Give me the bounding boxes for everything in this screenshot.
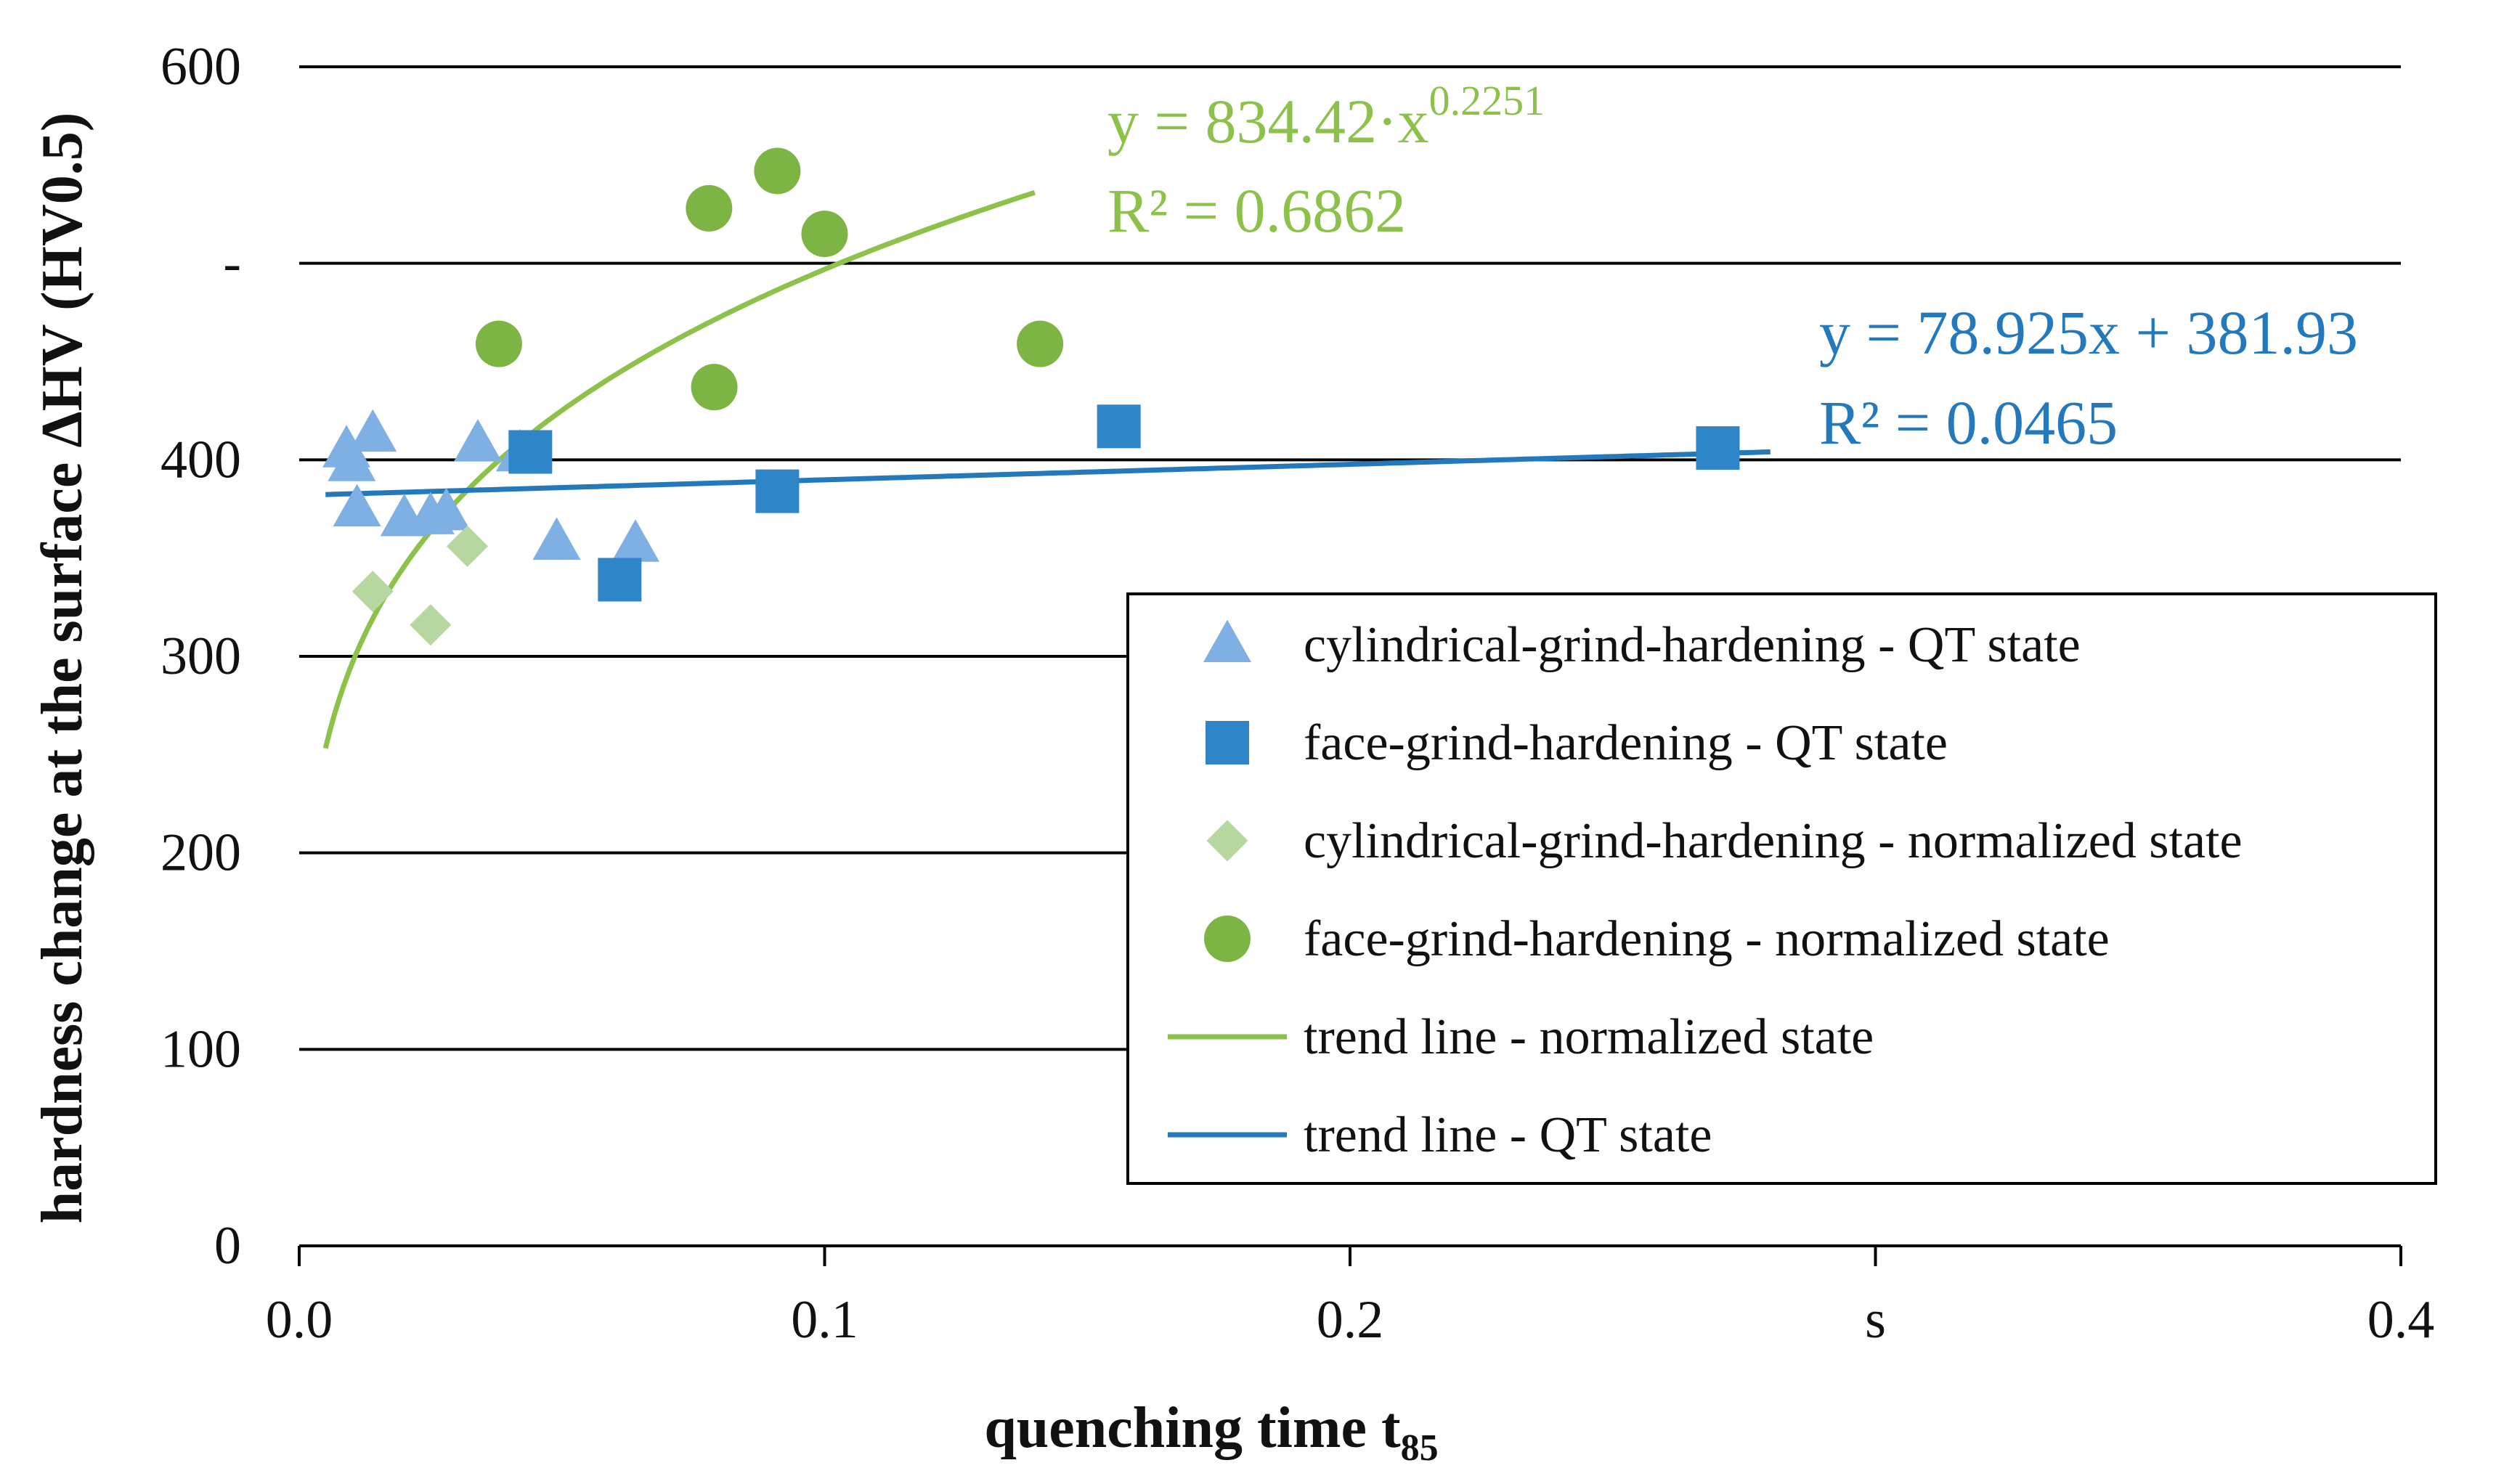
legend-label-trend-normalized: trend line - normalized state <box>1304 1009 1874 1065</box>
y-tick-label-0: 0 <box>214 1216 241 1276</box>
legend-label-normalized-cylindrical: cylindrical-grind-hardening - normalized… <box>1304 813 2243 869</box>
point-triangle-0-2 <box>349 409 397 452</box>
point-triangle-0-3 <box>333 484 381 526</box>
data-points <box>322 147 1740 646</box>
r2-normalized-text: R² = 0.6862 <box>1107 176 1406 245</box>
x-tick-label-3: s <box>1865 1290 1886 1350</box>
y-axis-title: hardness change at the surface ΔHV (HV0.… <box>31 113 94 1224</box>
point-square-1-2 <box>755 469 800 513</box>
point-circle-3-3 <box>754 147 801 195</box>
equation-normalized-base: y = 834.42·x <box>1107 86 1429 156</box>
legend-label-qt-face: face-grind-hardening - QT state <box>1304 715 1948 771</box>
point-circle-3-4 <box>801 211 848 258</box>
equation-qt-text: y = 78.925x + 381.93 <box>1819 298 2358 367</box>
point-triangle-0-6 <box>422 487 471 531</box>
trend-line-qt <box>325 449 1771 497</box>
x-axis-title: quenching time t85 <box>984 1396 1438 1469</box>
axes: 0 100 200 300 400 - 600 0.0 0.1 0.2 s 0.4 <box>160 37 2434 1350</box>
trend-equation-normalized: y = 834.42·x0.2251 R² = 0.6862 <box>1107 77 1545 245</box>
point-square-1-0 <box>508 430 553 474</box>
point-triangle-0-9 <box>532 517 581 560</box>
y-tick-label-1: 100 <box>160 1019 241 1079</box>
x-tick-label-2: 0.2 <box>1317 1290 1384 1350</box>
legend-marker-3 <box>1204 916 1251 962</box>
legend-label-normalized-face: face-grind-hardening - normalized state <box>1304 911 2110 967</box>
point-square-1-4 <box>1696 426 1740 470</box>
equation-normalized-text: y = 834.42·x0.2251 <box>1107 77 1545 156</box>
point-triangle-0-10 <box>611 519 660 562</box>
trend-equation-qt: y = 78.925x + 381.93 R² = 0.0465 <box>1819 298 2358 457</box>
legend-marker-2 <box>1206 820 1248 862</box>
legend-box <box>1126 592 2437 1185</box>
x-axis-title-main: quenching time t <box>984 1396 1401 1460</box>
x-axis-title-subscript: 85 <box>1401 1427 1439 1469</box>
legend: cylindrical-grind-hardening - QT state f… <box>1126 592 2437 1185</box>
point-circle-3-5 <box>1017 320 1064 367</box>
point-diamond-2-1 <box>410 604 452 646</box>
x-tick-label-0: 0.0 <box>266 1290 333 1350</box>
y-tick-label-6: 600 <box>160 37 241 97</box>
point-circle-3-2 <box>691 364 738 411</box>
y-tick-label-3: 300 <box>160 627 241 686</box>
r2-qt-text: R² = 0.0465 <box>1819 388 2118 457</box>
legend-marker-1 <box>1206 721 1249 765</box>
legend-label-trend-qt: trend line - QT state <box>1304 1107 1712 1163</box>
y-tick-label-5: - <box>223 234 241 293</box>
point-triangle-0-7 <box>453 419 502 462</box>
x-tick-label-1: 0.1 <box>791 1290 858 1350</box>
equation-normalized-exponent: 0.2251 <box>1429 77 1545 124</box>
point-diamond-2-0 <box>351 571 394 613</box>
point-square-1-1 <box>598 558 642 602</box>
legend-markers <box>1168 619 1287 1138</box>
point-circle-3-1 <box>686 184 733 232</box>
trend-line-normalized <box>322 189 1036 749</box>
point-square-1-3 <box>1097 404 1141 449</box>
y-tick-label-4: 400 <box>160 430 241 489</box>
y-tick-label-2: 200 <box>160 823 241 883</box>
point-triangle-0-1 <box>328 439 376 481</box>
point-circle-3-0 <box>475 320 522 367</box>
x-tick-label-4: 0.4 <box>2367 1290 2435 1350</box>
legend-marker-0 <box>1203 619 1251 662</box>
legend-label-qt-cylindrical: cylindrical-grind-hardening - QT state <box>1304 617 2081 673</box>
point-diamond-2-2 <box>447 525 489 567</box>
